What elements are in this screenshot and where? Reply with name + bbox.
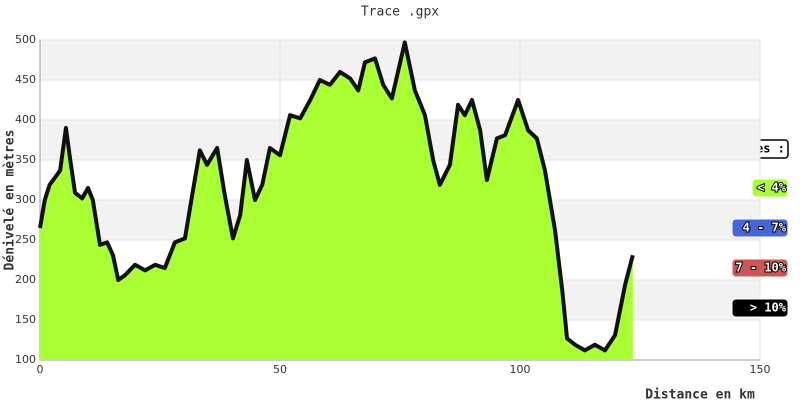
y-tick-label: 500 [15,33,36,46]
legend-label: 7 - 10% [735,261,786,275]
y-tick-label: 150 [15,313,36,326]
y-tick-label: 250 [15,233,36,246]
area [40,42,633,361]
legend-label: > 10% [750,301,787,315]
line [38,40,635,353]
legend-swatch [731,218,789,238]
x-tick-label: 0 [37,363,44,376]
y-tick-label: 100 [15,353,36,366]
x-tick-label: 100 [510,363,531,376]
legend-label: 4 - 7% [743,221,787,235]
legend-swatch [731,298,789,318]
x-tick-label: 50 [273,363,287,376]
y-tick-label: 350 [15,153,36,166]
legend-swatch [731,258,789,278]
legend-swatch [751,178,789,198]
y-tick-label: 450 [15,73,36,86]
legend-label: < 4% [757,181,787,195]
y-tick-label: 300 [15,193,36,206]
x-axis-label: Distance en km [645,388,755,400]
chart-title: Trace .gpx [361,5,439,20]
y-tick-label: 400 [15,113,36,126]
y-tick-label: 200 [15,273,36,286]
y-axis-label: Dénivelé en mètres [3,130,18,271]
x-tick-label: 150 [750,363,771,376]
